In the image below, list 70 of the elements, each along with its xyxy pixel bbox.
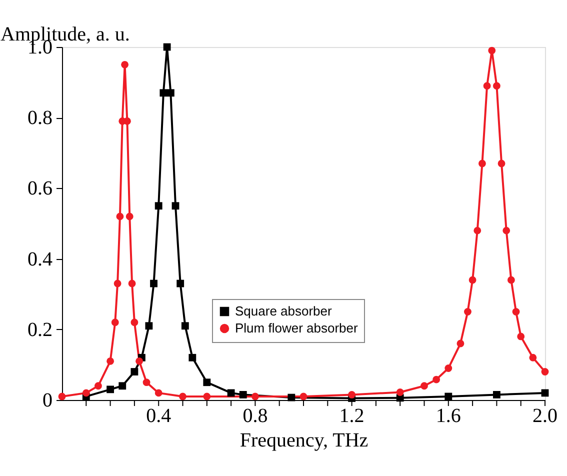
point xyxy=(529,354,537,362)
point xyxy=(94,382,102,390)
y-tick-label: 0.2 xyxy=(28,318,52,341)
point xyxy=(432,376,440,384)
x-tick-label: 0.4 xyxy=(146,405,172,427)
point xyxy=(116,212,124,220)
point xyxy=(160,89,168,97)
point xyxy=(444,392,452,400)
point xyxy=(118,382,126,390)
point xyxy=(396,388,404,396)
x-axis-title: Frequency, THz xyxy=(240,430,368,452)
point xyxy=(541,368,549,376)
point xyxy=(420,382,428,390)
point xyxy=(121,60,128,68)
point xyxy=(154,202,162,210)
point xyxy=(176,280,184,288)
point xyxy=(142,378,150,386)
y-tick-label: 0.8 xyxy=(28,107,52,130)
y-tick-label: 0 xyxy=(42,390,52,412)
point xyxy=(145,322,153,330)
point xyxy=(126,212,134,220)
point xyxy=(512,308,520,316)
point xyxy=(128,280,136,288)
point xyxy=(227,389,235,397)
x-tick-label: 0.8 xyxy=(242,405,268,427)
point xyxy=(130,368,138,376)
point xyxy=(288,394,296,402)
x-tick-label: 1.2 xyxy=(339,405,364,427)
x-tick-label: 1.6 xyxy=(436,405,461,427)
point xyxy=(488,46,496,54)
point xyxy=(464,308,472,316)
point xyxy=(136,357,143,365)
point xyxy=(114,280,122,288)
point xyxy=(179,392,186,400)
legend-label: Square absorber xyxy=(235,304,333,318)
point xyxy=(111,318,119,326)
point xyxy=(188,354,196,362)
y-tick-label: 0.6 xyxy=(28,178,52,200)
point xyxy=(163,43,171,51)
point xyxy=(300,392,308,400)
point xyxy=(498,160,506,168)
point xyxy=(130,318,138,326)
point xyxy=(483,82,491,90)
point xyxy=(239,390,247,398)
point xyxy=(154,389,162,397)
point xyxy=(150,280,158,288)
point xyxy=(348,391,356,398)
point xyxy=(82,389,90,397)
point xyxy=(106,357,114,365)
point xyxy=(181,322,189,330)
point xyxy=(444,364,452,372)
y-tick-label: 0.4 xyxy=(28,248,52,270)
point xyxy=(492,82,500,90)
point xyxy=(203,378,211,386)
x-tick-label: 2.0 xyxy=(532,405,558,427)
point xyxy=(172,202,180,210)
point xyxy=(507,276,515,284)
point xyxy=(203,392,211,400)
point xyxy=(517,332,525,340)
point xyxy=(456,340,464,348)
point xyxy=(106,386,114,394)
point xyxy=(166,89,174,97)
point xyxy=(541,389,549,397)
point xyxy=(492,390,500,398)
point xyxy=(474,226,482,234)
legend-label: Plum flower absorber xyxy=(235,320,358,336)
point xyxy=(251,392,259,400)
point xyxy=(468,276,476,284)
point xyxy=(502,226,510,234)
point xyxy=(478,160,486,168)
